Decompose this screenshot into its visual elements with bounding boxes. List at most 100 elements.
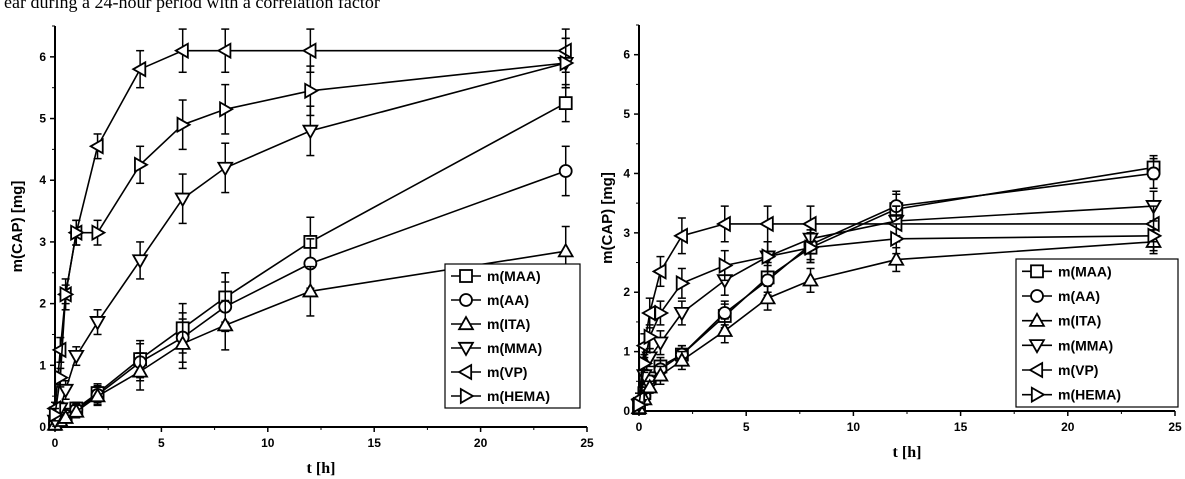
legend-marker (459, 269, 473, 283)
y-axis-label: m(CAP) [mg] (599, 172, 616, 264)
data-point (673, 306, 691, 322)
data-point (558, 164, 573, 178)
legend-label: m(AA) (487, 292, 529, 308)
legend-label: m(VP) (1058, 362, 1098, 378)
data-point (1147, 227, 1163, 245)
data-point (558, 96, 573, 111)
legend-marker (1028, 311, 1046, 327)
legend-label: m(MMA) (1058, 337, 1113, 353)
data-point (216, 316, 234, 332)
y-tick-label: 1 (623, 345, 630, 359)
series-line (54, 49, 566, 409)
data-point (131, 254, 149, 270)
legend-box (444, 263, 581, 409)
x-tick-label: 0 (52, 436, 59, 450)
legend-label: m(MAA) (487, 268, 541, 284)
data-point (48, 406, 64, 424)
y-tick-label: 3 (623, 226, 630, 240)
x-tick-label: 0 (636, 420, 643, 434)
legend-marker (457, 315, 475, 331)
x-tick-label: 10 (261, 436, 275, 450)
data-point (131, 362, 149, 378)
figure-caption: ear during a 24-hour period with a corre… (4, 0, 380, 12)
data-point (88, 137, 104, 155)
data-point (717, 306, 732, 320)
x-tick-label: 5 (743, 420, 750, 434)
legend-marker (1028, 339, 1046, 355)
legend-label: m(HEMA) (487, 388, 550, 404)
data-point (718, 257, 734, 274)
legend-marker (1030, 386, 1046, 404)
data-point (641, 378, 659, 394)
legend-marker (1030, 289, 1044, 303)
data-point (559, 54, 575, 72)
data-point (54, 369, 70, 387)
data-point (890, 230, 905, 248)
x-tick-label: 25 (1168, 420, 1182, 434)
y-tick-label: 2 (39, 297, 46, 311)
data-point (70, 224, 85, 242)
x-tick-label: 15 (368, 436, 382, 450)
data-point (301, 42, 317, 60)
data-point (176, 116, 192, 134)
data-point (174, 192, 192, 208)
data-point (802, 271, 819, 287)
x-axis-label: t [h] (893, 444, 922, 461)
data-point (557, 42, 572, 60)
data-point (654, 304, 670, 322)
y-tick-label: 0 (623, 404, 630, 418)
series-line (638, 235, 1154, 406)
data-point (67, 349, 85, 365)
legend: m(MAA) m(AA) m(ITA) m(MMA) m(VP) m(HEMA) (444, 263, 581, 409)
data-point (675, 274, 691, 292)
data-point (89, 316, 107, 331)
x-tick-label: 25 (580, 436, 594, 450)
legend-label: m(ITA) (1058, 313, 1101, 329)
legend-label: m(MMA) (487, 340, 542, 356)
y-tick-label: 4 (623, 166, 630, 180)
legend-label: m(AA) (1058, 288, 1100, 304)
data-point (760, 273, 775, 288)
legend: m(MAA) m(AA) m(ITA) m(MMA) m(VP) m(HEMA) (1015, 258, 1179, 408)
data-point (716, 322, 734, 337)
legend-marker (1028, 361, 1044, 379)
legend-label: m(HEMA) (1058, 387, 1121, 403)
legend-marker (459, 387, 475, 405)
data-point (174, 335, 192, 350)
x-tick-label: 5 (158, 436, 165, 450)
y-axis-label: m(CAP) [mg] (9, 181, 26, 273)
data-point (651, 366, 669, 382)
data-point (887, 250, 905, 266)
data-point (651, 336, 669, 352)
y-tick-label: 6 (39, 50, 46, 64)
x-tick-label: 15 (954, 420, 968, 434)
series-line (638, 223, 1154, 400)
data-point (67, 402, 85, 418)
data-point (716, 215, 731, 233)
x-axis-label: t [h] (307, 460, 336, 477)
y-tick-label: 4 (39, 173, 46, 187)
x-tick-label: 10 (847, 420, 861, 434)
data-point (804, 239, 820, 257)
data-point (134, 156, 149, 174)
x-tick-label: 20 (1061, 420, 1075, 434)
x-tick-label: 20 (474, 436, 488, 450)
y-tick-label: 1 (39, 358, 46, 372)
data-point (673, 351, 691, 367)
data-point (57, 383, 75, 399)
data-point (651, 262, 667, 280)
data-point (761, 248, 777, 266)
data-point (643, 328, 659, 346)
y-tick-label: 5 (39, 112, 46, 126)
legend-box (1015, 258, 1179, 408)
legend-marker (459, 293, 473, 307)
data-point (557, 242, 575, 258)
data-point (173, 42, 189, 60)
series-mhema (48, 37, 575, 424)
data-point (801, 215, 817, 233)
data-point (1146, 166, 1161, 181)
data-point (632, 396, 648, 414)
legend-label: m(MAA) (1058, 263, 1112, 279)
